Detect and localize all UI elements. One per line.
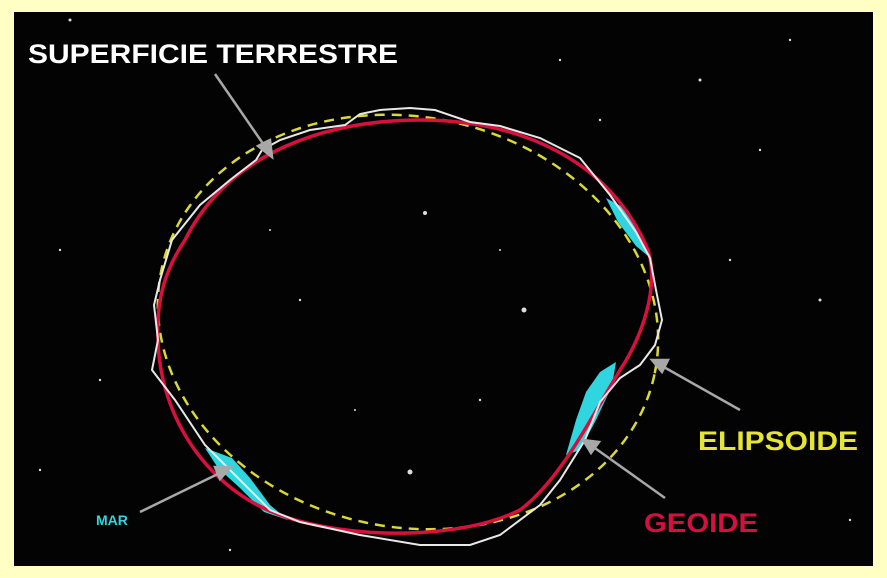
geoid-label: GEOIDE <box>644 508 758 538</box>
sea-label: MAR <box>96 512 128 528</box>
pointer-arrows <box>139 73 741 514</box>
earth-surface <box>150 106 664 546</box>
ellipsoid-label: ELIPSOIDE <box>698 426 858 456</box>
surface-label: SUPERFICIE TERRESTRE <box>28 39 398 69</box>
stars <box>38 18 852 552</box>
space-background <box>14 12 873 566</box>
geoid <box>155 118 654 535</box>
